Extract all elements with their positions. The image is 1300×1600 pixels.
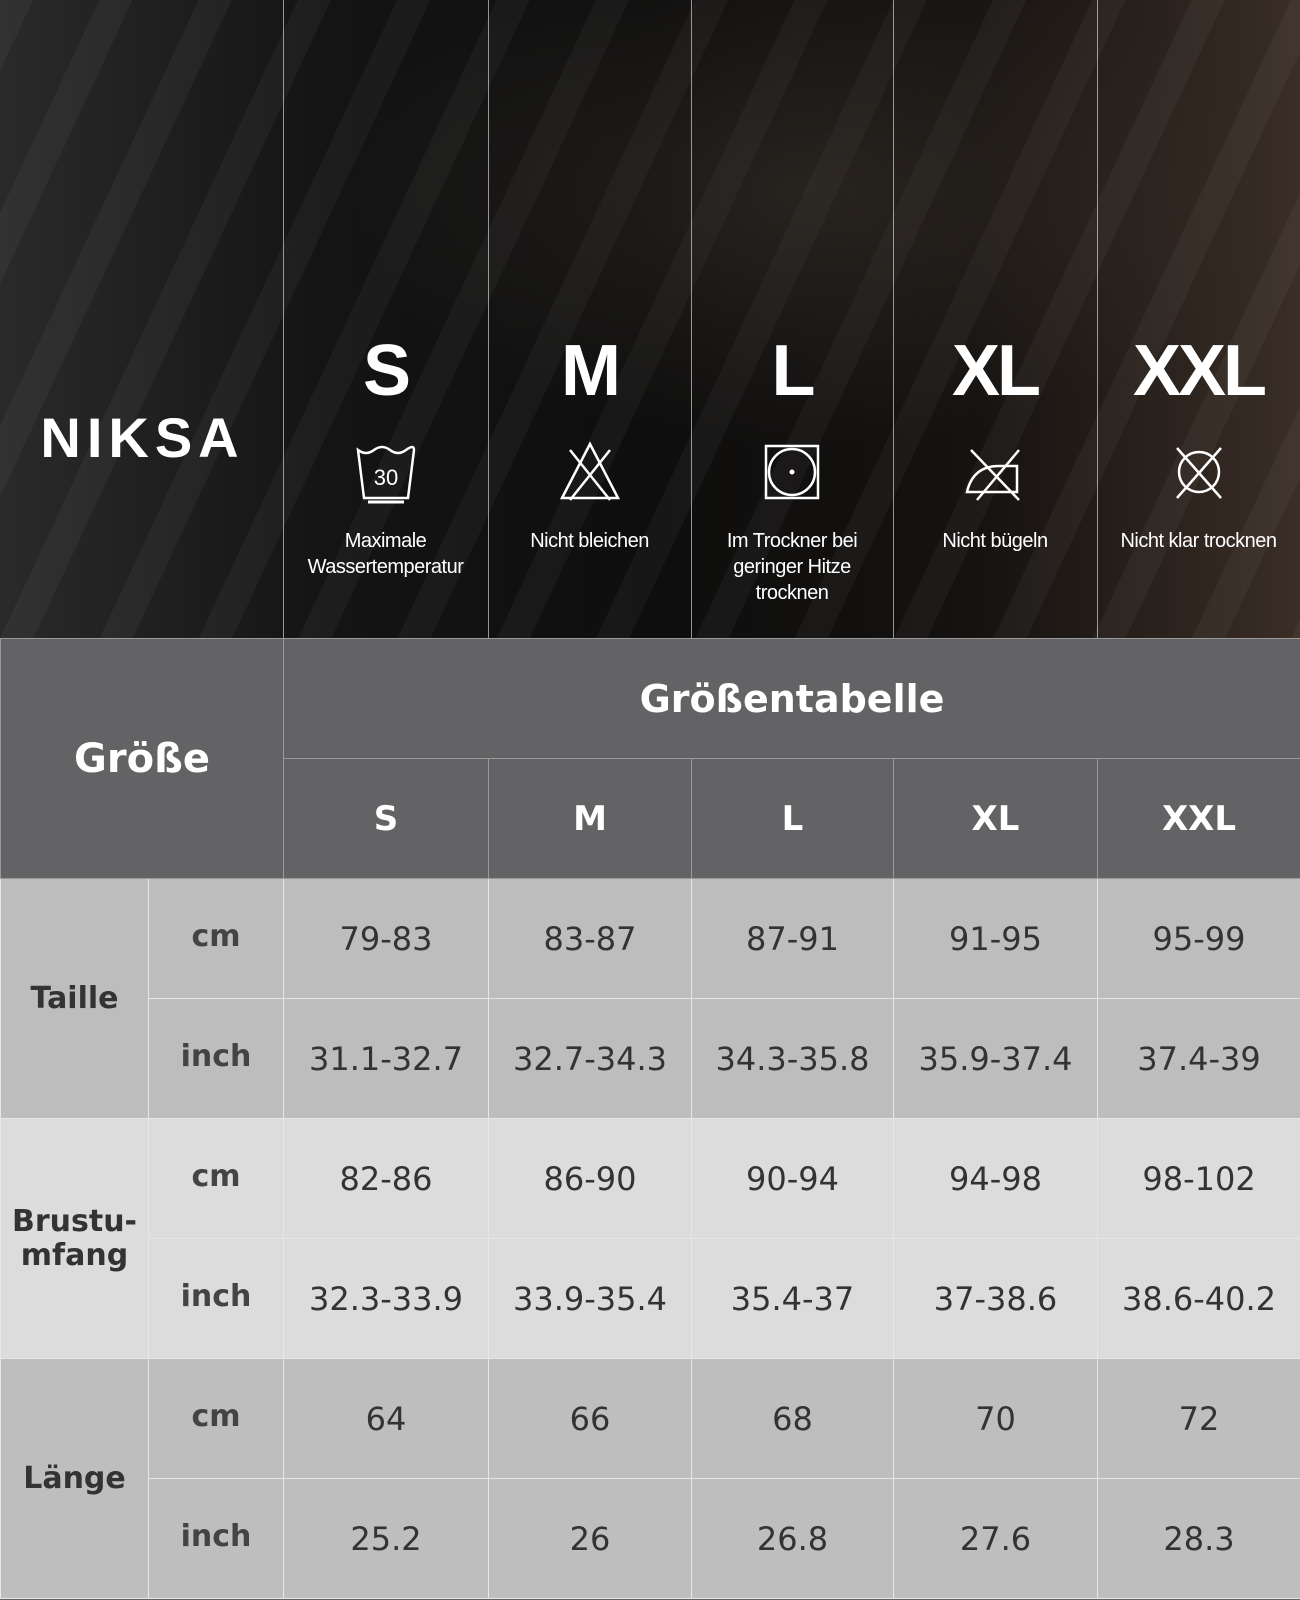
measurement-value: 26.8: [691, 1478, 894, 1599]
table-row: Brustu- mfang cm 82-86 86-90 90-94 94-98 98-10…: [0, 1118, 1300, 1359]
divider: [691, 0, 692, 638]
tumble-dry-low-icon: [764, 444, 820, 500]
measurement-value: 91-95: [893, 878, 1098, 999]
size-column-header: S: [283, 758, 489, 879]
care-instruction: Maximale Wassertemperatur: [307, 530, 464, 578]
table-row: Taille cm 79-83 83-87 87-91 91-95 95-99: [0, 878, 1300, 1119]
measurement-value: 27.6: [893, 1478, 1098, 1599]
unit-label: cm: [148, 1358, 284, 1479]
measurement-value: 35.4-37: [691, 1238, 894, 1359]
measurement-label: Brustu- mfang: [0, 1118, 149, 1359]
care-instruction: Nicht klar trocknen: [1120, 530, 1277, 552]
no-dry-clean-icon: [1175, 447, 1222, 499]
size-header: Größe: [0, 638, 284, 879]
measurement-value: 72: [1096, 1358, 1300, 1479]
measurement-value: 95-99: [1096, 878, 1300, 999]
care-column-xl: XL Nicht bügeln: [893, 0, 1097, 638]
svg-text:30: 30: [373, 465, 397, 490]
size-column-header: L: [691, 758, 894, 879]
divider: [488, 0, 489, 638]
measurement-value: 38.6-40.2: [1096, 1238, 1300, 1359]
size-column-header: M: [488, 758, 692, 879]
size-column-header: XXL: [1096, 758, 1300, 879]
measurement-value: 34.3-35.8: [691, 998, 894, 1119]
unit-label: cm: [148, 878, 284, 999]
measurement-value: 25.2: [283, 1478, 489, 1599]
size-label: XL: [951, 331, 1041, 411]
measurement-label: Länge: [0, 1358, 149, 1599]
measurement-value: 66: [488, 1358, 692, 1479]
measurement-label: Taille: [0, 878, 149, 1119]
measurement-value: 32.7-34.3: [488, 998, 692, 1119]
care-instruction: Nicht bleichen: [530, 530, 649, 552]
measurement-value: 68: [691, 1358, 894, 1479]
measurement-value: 33.9-35.4: [488, 1238, 692, 1359]
care-instruction: Im Trockner bei geringer Hitze trocknen: [726, 530, 858, 604]
measurement-value: 37-38.6: [893, 1238, 1098, 1359]
measurement-value: 26: [488, 1478, 692, 1599]
hero-banner: NIKSA S 30 Maximale Wassertemperatur M Nicht…: [0, 0, 1300, 638]
care-column-xxl: XXL Nicht klar trocknen: [1097, 0, 1300, 638]
divider: [893, 0, 894, 638]
size-label: XXL: [1132, 331, 1267, 411]
table-row: inch 31.1-32.7 32.7-34.3 34.3-35.8 35.9-37.4…: [1, 998, 1300, 1119]
wash-30-icon: 30: [355, 445, 415, 504]
gym-photo-background: [0, 0, 1300, 638]
table-row: Länge cm 64 66 68 70 72: [0, 1358, 1300, 1599]
measurement-value: 37.4-39: [1096, 998, 1300, 1119]
size-label: M: [561, 331, 621, 411]
unit-label: inch: [148, 998, 284, 1119]
measurement-value: 79-83: [283, 878, 489, 999]
measurement-value: 31.1-32.7: [283, 998, 489, 1119]
table-row: inch 32.3-33.9 33.9-35.4 35.4-37 37-38.6 38.6…: [1, 1238, 1300, 1359]
measurement-value: 32.3-33.9: [283, 1238, 489, 1359]
size-label: L: [771, 331, 816, 411]
care-column-l: L Im Trockner bei geringer Hitze trocknen: [691, 0, 893, 638]
size-chart-table: Größe Größentabelle S M L XL XXL Taille cm 79-…: [0, 638, 1300, 1599]
no-bleach-icon: [559, 441, 620, 501]
table-title: Größentabelle: [282, 638, 1300, 759]
unit-label: inch: [148, 1238, 284, 1359]
care-column-m: M Nicht bleichen: [488, 0, 691, 638]
measurement-value: 98-102: [1096, 1118, 1300, 1239]
measurement-value: 83-87: [488, 878, 692, 999]
measurement-value: 82-86: [283, 1118, 489, 1239]
measurement-value: 87-91: [691, 878, 894, 999]
measurement-value: 90-94: [691, 1118, 894, 1239]
unit-label: cm: [148, 1118, 284, 1239]
divider: [283, 0, 284, 638]
table-row: inch 25.2 26 26.8 27.6 28.3: [1, 1478, 1300, 1599]
no-iron-icon: [965, 449, 1020, 501]
measurement-value: 28.3: [1096, 1478, 1300, 1599]
divider: [1097, 0, 1098, 638]
measurement-value: 35.9-37.4: [893, 998, 1098, 1119]
unit-label: inch: [148, 1478, 284, 1599]
brand-logo: NIKSA: [40, 406, 245, 469]
care-instruction: Nicht bügeln: [942, 530, 1048, 552]
size-column-header: XL: [893, 758, 1098, 879]
size-label: S: [362, 331, 411, 411]
care-column-s: S 30 Maximale Wassertemperatur: [283, 0, 488, 638]
measurement-value: 70: [893, 1358, 1098, 1479]
measurement-value: 64: [283, 1358, 489, 1479]
measurement-value: 94-98: [893, 1118, 1098, 1239]
measurement-value: 86-90: [488, 1118, 692, 1239]
